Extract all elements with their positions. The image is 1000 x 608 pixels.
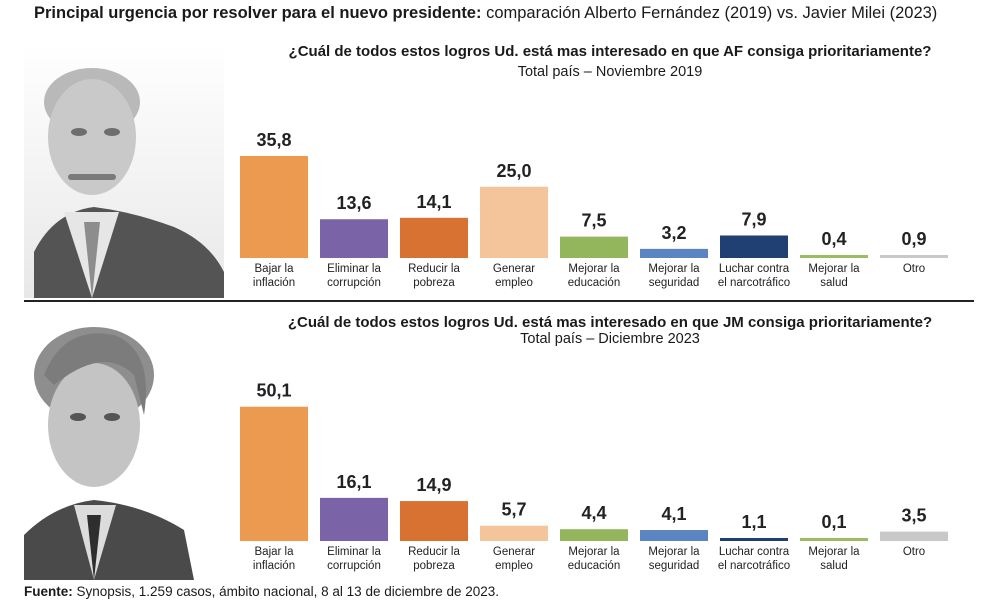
af-value-label-0: 35,8 bbox=[256, 130, 291, 150]
af-category-label-7: Mejorar la salud bbox=[808, 263, 860, 289]
af-category-label-8: Otro bbox=[903, 263, 925, 275]
jm-value-label-0: 50,1 bbox=[256, 381, 291, 401]
af-value-label-2: 14,1 bbox=[416, 192, 451, 212]
af-bar-0 bbox=[240, 155, 308, 258]
jm-value-label-1: 16,1 bbox=[336, 472, 371, 492]
source-text: Synopsis, 1.259 casos, ámbito nacional, … bbox=[76, 584, 500, 599]
main-title: Principal urgencia por resolver para el … bbox=[34, 4, 994, 23]
jm-category-label-7: Mejorar la salud bbox=[808, 546, 860, 572]
jm-value-label-5: 4,1 bbox=[661, 504, 686, 524]
jm-category-label-8: Otro bbox=[903, 546, 925, 558]
af-bar-8 bbox=[880, 255, 948, 258]
af-bar-2 bbox=[400, 217, 468, 258]
jm-value-label-7: 0,1 bbox=[821, 512, 846, 532]
af-value-label-3: 25,0 bbox=[496, 161, 531, 181]
panel-divider bbox=[24, 300, 974, 302]
af-value-label-5: 3,2 bbox=[661, 223, 686, 243]
jm-value-label-4: 4,4 bbox=[581, 503, 606, 523]
jm-category-label-6: Luchar contra el narcotráfico bbox=[718, 546, 790, 572]
af-category-label-0: Bajar la inflación bbox=[253, 263, 295, 289]
af-value-label-1: 13,6 bbox=[336, 193, 371, 213]
jm-category-label-2: Reducir la pobreza bbox=[408, 546, 460, 572]
af-bar-6 bbox=[720, 235, 788, 258]
jm-bar-2 bbox=[400, 501, 468, 541]
jm-category-label-0: Bajar la inflación bbox=[253, 546, 295, 572]
jm-value-label-6: 1,1 bbox=[741, 512, 766, 532]
af-value-label-7: 0,4 bbox=[821, 229, 846, 249]
af-category-label-4: Mejorar la educación bbox=[568, 263, 620, 289]
main-title-rest: comparación Alberto Fernández (2019) vs.… bbox=[486, 4, 938, 22]
jm-category-label-5: Mejorar la seguridad bbox=[648, 546, 700, 572]
jm-bar-8 bbox=[880, 531, 948, 541]
jm-question: ¿Cuál de todos estos logros Ud. está mas… bbox=[287, 314, 933, 331]
af-category-label-2: Reducir la pobreza bbox=[408, 263, 460, 289]
jm-bar-0 bbox=[240, 406, 308, 541]
jm-bar-1 bbox=[320, 497, 388, 541]
af-category-label-6: Luchar contra el narcotráfico bbox=[718, 263, 790, 289]
jm-bar-7 bbox=[800, 538, 868, 541]
af-bar-1 bbox=[320, 219, 388, 258]
af-category-label-3: Generar empleo bbox=[493, 263, 535, 289]
af-subtitle: Total país – Noviembre 2019 bbox=[517, 64, 703, 80]
af-value-label-4: 7,5 bbox=[581, 211, 606, 231]
af-category-label-1: Eliminar la corrupción bbox=[327, 263, 381, 289]
jm-category-label-4: Mejorar la educación bbox=[568, 546, 620, 572]
af-category-label-5: Mejorar la seguridad bbox=[648, 263, 700, 289]
jm-bar-6 bbox=[720, 538, 788, 541]
af-question: ¿Cuál de todos estos logros Ud. está mas… bbox=[288, 43, 932, 60]
source-label: Fuente: bbox=[24, 584, 73, 599]
af-bar-3 bbox=[480, 186, 548, 258]
af-bar-7 bbox=[800, 255, 868, 258]
alberto-fernandez-photo bbox=[24, 42, 224, 298]
jm-bar-4 bbox=[560, 529, 628, 541]
source-note: Fuente: Synopsis, 1.259 casos, ámbito na… bbox=[24, 584, 499, 599]
af-value-label-6: 7,9 bbox=[741, 209, 766, 229]
af-value-label-8: 0,9 bbox=[901, 229, 926, 249]
jm-value-label-8: 3,5 bbox=[901, 506, 926, 526]
main-title-bold: Principal urgencia por resolver para el … bbox=[34, 4, 482, 22]
af-bar-5 bbox=[640, 248, 708, 258]
jm-bar-5 bbox=[640, 530, 708, 541]
jm-subtitle: Total país – Diciembre 2023 bbox=[520, 331, 700, 347]
af-bar-chart: 35,8 Bajar la inflación 13,6 Eliminar la corr… bbox=[240, 130, 948, 289]
jm-value-label-2: 14,9 bbox=[416, 475, 451, 495]
jm-category-label-1: Eliminar la corrupción bbox=[327, 546, 381, 572]
jm-bar-chart: 50,1 Bajar la inflación 16,1 Eliminar la corr… bbox=[240, 381, 948, 572]
af-bar-4 bbox=[560, 236, 628, 258]
jm-value-label-3: 5,7 bbox=[501, 500, 526, 520]
jm-bar-3 bbox=[480, 525, 548, 541]
javier-milei-photo bbox=[24, 305, 224, 580]
jm-category-label-3: Generar empleo bbox=[493, 546, 535, 572]
